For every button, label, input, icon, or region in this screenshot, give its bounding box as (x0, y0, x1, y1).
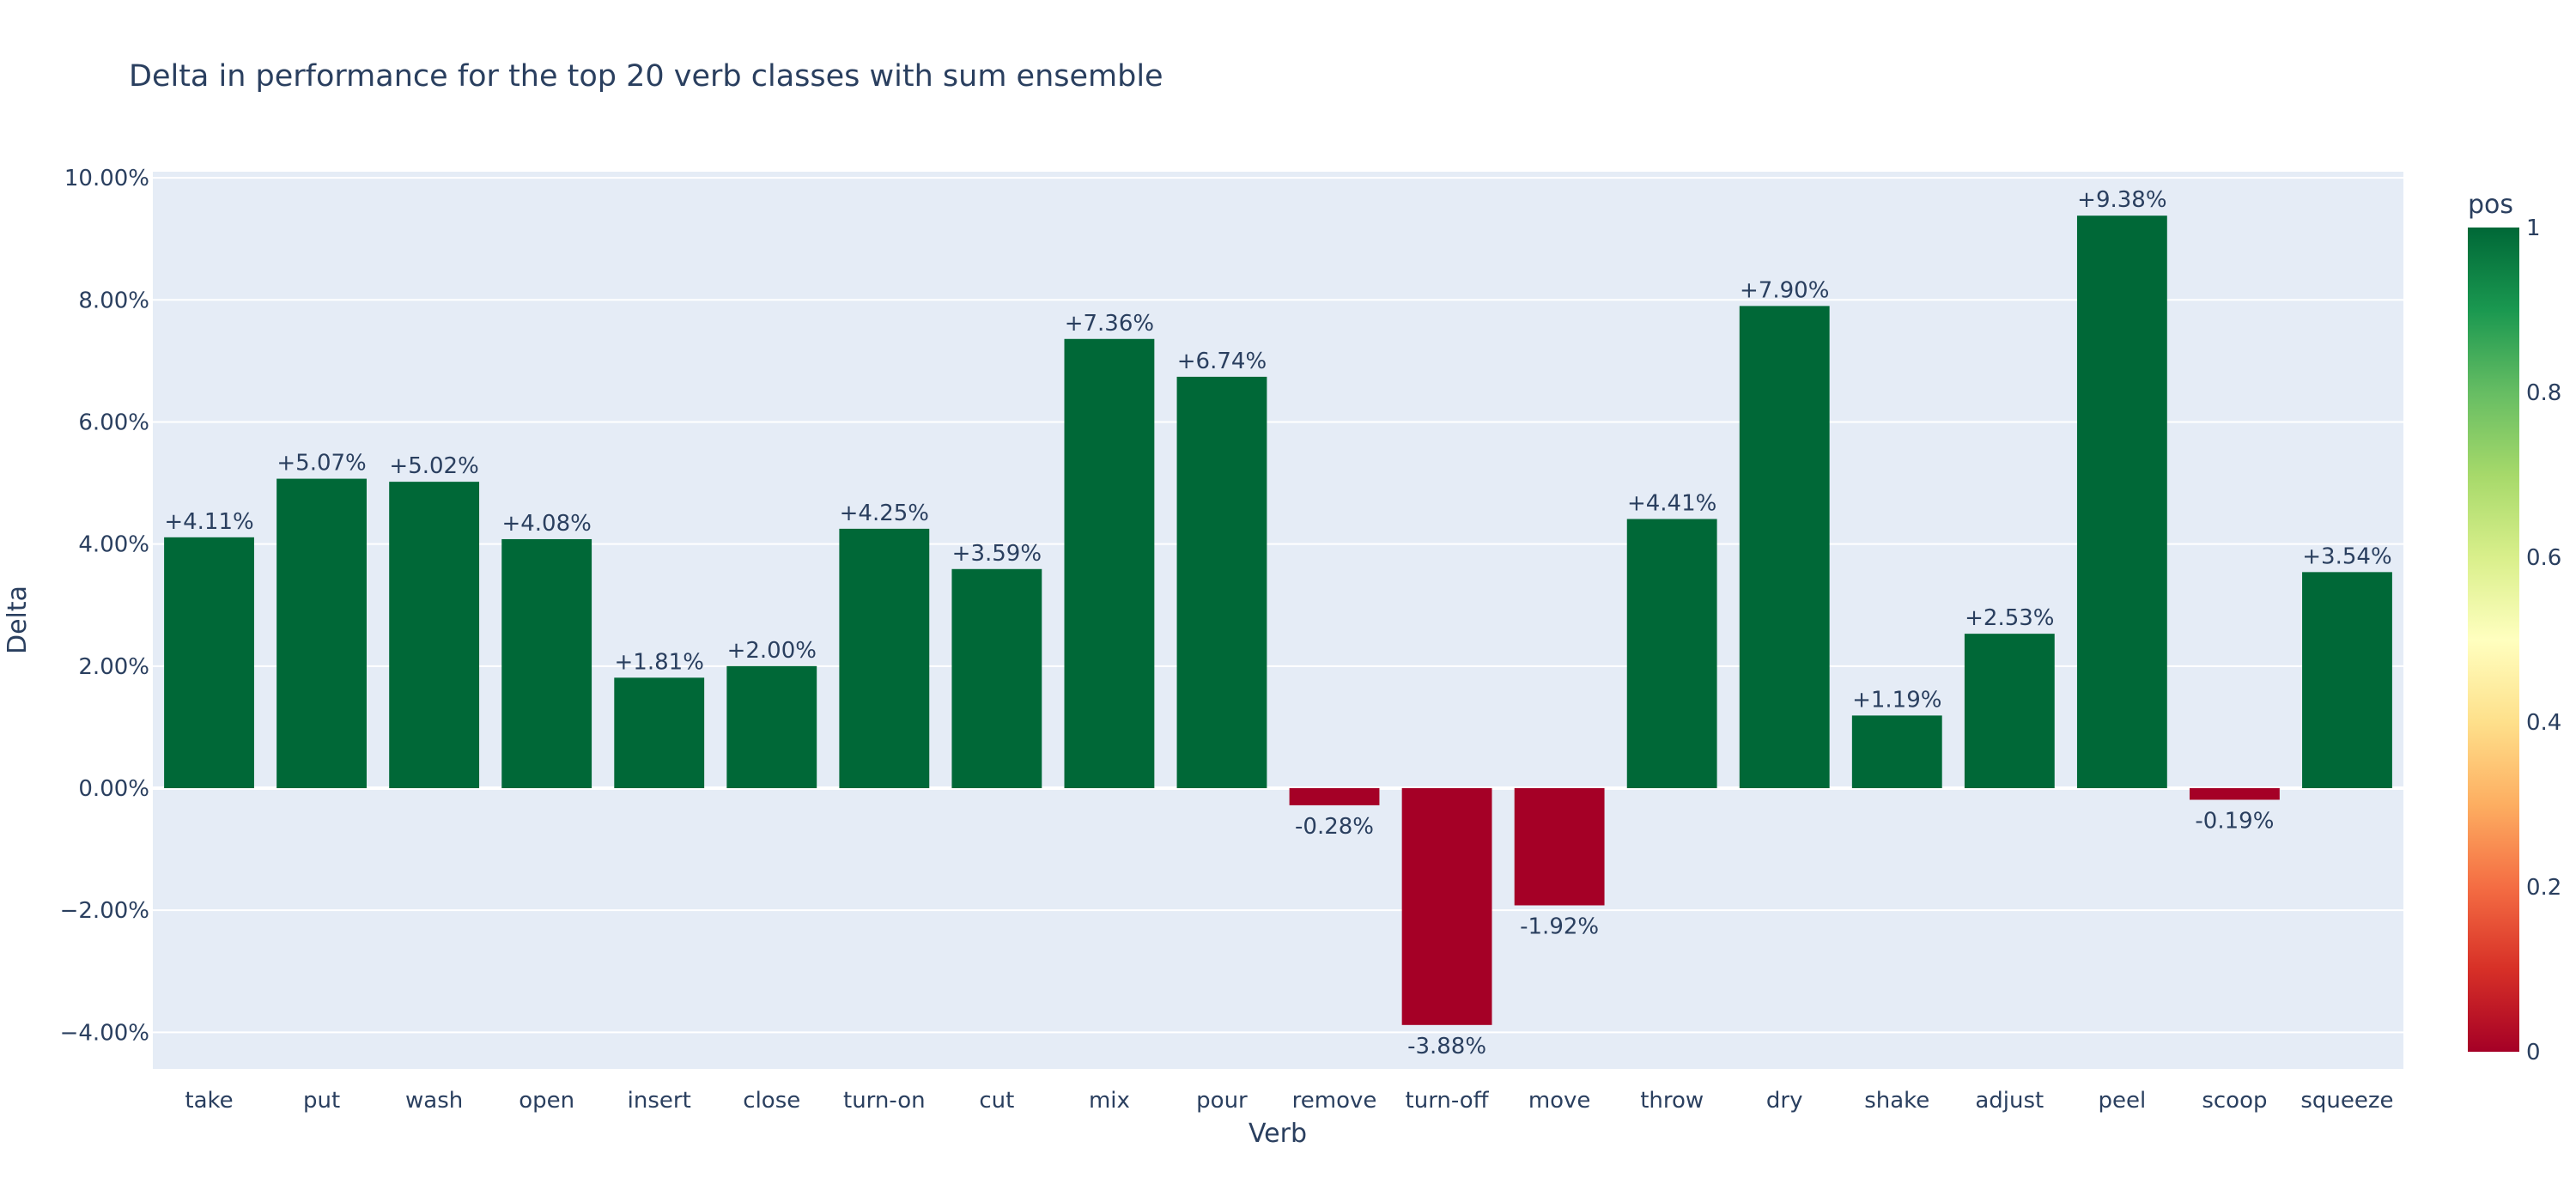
plot-area (153, 172, 2403, 1069)
bar-value-label: +4.08% (501, 511, 591, 537)
bar-value-label: +5.07% (276, 451, 366, 477)
bar-value-label: +7.36% (1065, 311, 1154, 337)
x-tick-label: adjust (1975, 1088, 2044, 1114)
x-tick-label: peel (2099, 1088, 2147, 1114)
colorbar-tick-label: 0 (2526, 1040, 2541, 1065)
bar-value-label: +9.38% (2077, 187, 2166, 213)
bar-value-label: +6.74% (1177, 349, 1267, 374)
bar-remove (1289, 787, 1380, 805)
bar-value-label: +1.81% (615, 649, 704, 675)
x-tick-label: take (185, 1088, 233, 1114)
bar-adjust (1964, 634, 2055, 788)
x-tick-label: put (303, 1088, 340, 1114)
bar-value-label: -1.92% (1520, 914, 1599, 939)
bar-shake (1851, 715, 1942, 788)
y-tick-label: 4.00% (78, 532, 149, 558)
y-tick-label: 10.00% (64, 166, 149, 191)
bar-value-label: +4.41% (1627, 490, 1716, 516)
bar-value-label: +7.90% (1740, 277, 1829, 303)
bar-wash (389, 482, 480, 788)
bar-take (164, 537, 254, 788)
x-tick-label: wash (405, 1088, 463, 1114)
x-tick-label: turn-on (843, 1088, 926, 1114)
x-axis-ticks: take put wash open insert close turn-on cut mix p… (185, 1088, 2393, 1114)
colorbar-tick-label: 0.8 (2526, 380, 2561, 406)
x-tick-label: move (1528, 1088, 1591, 1114)
chart-title: Delta in performance for the top 20 verb… (129, 59, 1163, 94)
y-axis-title: Delta (3, 586, 33, 654)
bar-open (501, 538, 592, 788)
bar-throw (1626, 519, 1717, 788)
bar-pour (1176, 376, 1267, 788)
bar-value-label: +1.19% (1852, 687, 1941, 713)
bar-value-label: +4.11% (164, 509, 253, 535)
x-axis-title: Verb (1249, 1119, 1307, 1149)
y-axis-ticks: −4.00% −2.00% 0.00% 2.00% 4.00% 6.00% 8.00% 10.… (60, 166, 149, 1046)
bar-scoop (2190, 787, 2280, 800)
bar-value-label: +4.25% (840, 501, 929, 526)
bar-value-label: +3.59% (952, 541, 1042, 567)
bar-put (276, 478, 367, 788)
x-tick-label: throw (1640, 1088, 1704, 1114)
colorbar-ticks: 0 0.2 0.4 0.6 0.8 1 (2526, 216, 2561, 1065)
bar-move (1514, 787, 1605, 906)
bar-close (726, 665, 817, 788)
x-tick-label: insert (628, 1088, 691, 1114)
colorbar-title: pos (2468, 190, 2513, 220)
bar-value-label: -0.28% (1295, 814, 1374, 840)
bar-value-label: -3.88% (1407, 1034, 1486, 1059)
colorbar-tick-label: 0.6 (2526, 545, 2561, 571)
x-tick-label: pour (1196, 1088, 1248, 1114)
x-tick-label: remove (1292, 1088, 1377, 1114)
bar-cut (951, 568, 1042, 788)
x-tick-label: close (743, 1088, 800, 1114)
x-tick-label: cut (979, 1088, 1014, 1114)
x-tick-label: scoop (2202, 1088, 2267, 1114)
y-tick-label: 0.00% (78, 776, 149, 802)
bar-turn-on (839, 528, 930, 788)
y-tick-label: 6.00% (78, 410, 149, 435)
bar-insert (614, 677, 705, 788)
x-tick-label: squeeze (2300, 1088, 2393, 1114)
bar-value-label: +3.54% (2302, 543, 2391, 569)
bar-squeeze (2302, 572, 2392, 788)
y-tick-label: 2.00% (78, 654, 149, 680)
x-tick-label: open (519, 1088, 574, 1114)
colorbar (2468, 228, 2519, 1052)
bars (164, 216, 2392, 1025)
colorbar-tick-label: 0.2 (2526, 875, 2561, 901)
bar-peel (2076, 216, 2167, 788)
bar-value-label: +5.02% (389, 453, 478, 479)
x-tick-label: turn-off (1406, 1088, 1490, 1114)
y-tick-label: 8.00% (78, 288, 149, 313)
x-tick-label: mix (1089, 1088, 1130, 1114)
x-tick-label: dry (1766, 1088, 1803, 1114)
bar-turn-off (1401, 787, 1492, 1025)
x-tick-label: shake (1864, 1088, 1929, 1114)
bar-mix (1064, 338, 1155, 788)
colorbar-tick-label: 0.4 (2526, 710, 2561, 736)
bar-value-label: +2.53% (1965, 605, 2054, 631)
colorbar-tick-label: 1 (2526, 216, 2541, 241)
y-tick-label: −2.00% (60, 898, 149, 924)
bar-value-label: +2.00% (727, 638, 817, 664)
y-tick-label: −4.00% (60, 1020, 149, 1046)
bar-value-label: -0.19% (2195, 809, 2274, 835)
bar-value-labels: +4.11% +5.07% +5.02% +4.08% +1.81% +2.00% +4.2… (164, 187, 2391, 1059)
bar-dry (1739, 306, 1830, 788)
